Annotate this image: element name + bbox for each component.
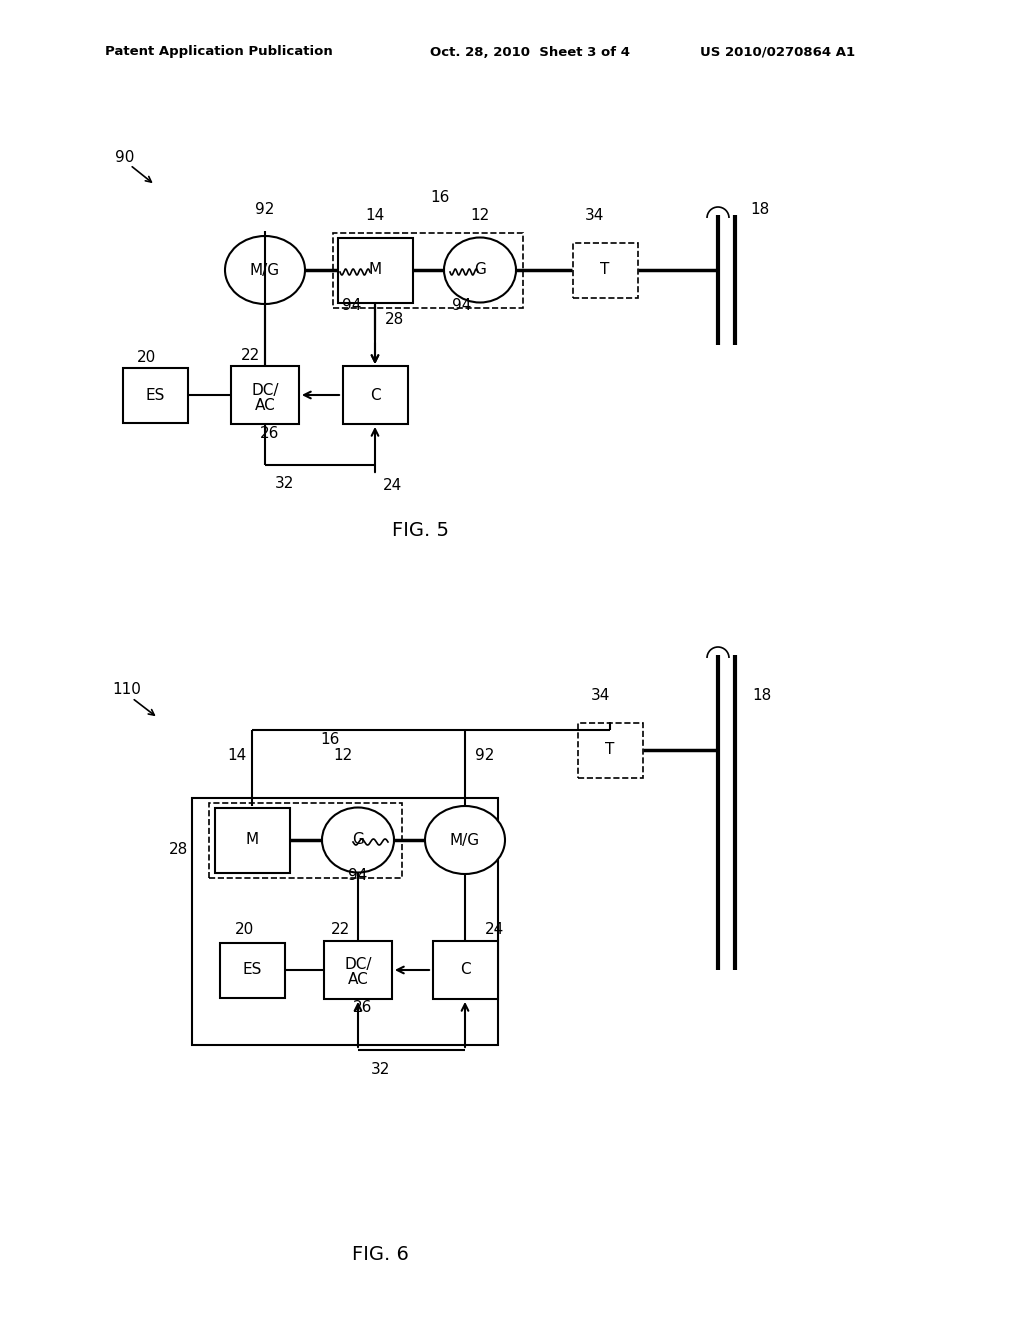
Text: 92: 92: [475, 747, 495, 763]
Bar: [193, 799, 498, 1045]
Bar: [338, 238, 413, 302]
Text: 94: 94: [342, 297, 361, 313]
Text: FIG. 5: FIG. 5: [391, 520, 449, 540]
Bar: [324, 941, 392, 999]
Text: 94: 94: [453, 297, 472, 313]
Bar: [333, 232, 522, 308]
Bar: [123, 367, 187, 422]
Text: 20: 20: [234, 923, 254, 937]
Text: 28: 28: [385, 313, 404, 327]
Text: 28: 28: [168, 842, 187, 858]
Text: M/G: M/G: [250, 263, 280, 277]
Bar: [219, 942, 285, 998]
Text: 12: 12: [334, 747, 352, 763]
Text: 22: 22: [331, 923, 349, 937]
Text: Patent Application Publication: Patent Application Publication: [105, 45, 333, 58]
Text: G: G: [352, 833, 364, 847]
Text: 14: 14: [227, 747, 247, 763]
Text: 24: 24: [383, 478, 402, 492]
Text: M: M: [246, 833, 259, 847]
Bar: [578, 722, 642, 777]
Text: DC/: DC/: [251, 383, 279, 397]
Ellipse shape: [425, 807, 505, 874]
Text: ES: ES: [145, 388, 165, 403]
Ellipse shape: [322, 808, 394, 873]
Text: AC: AC: [347, 973, 369, 987]
Ellipse shape: [444, 238, 516, 302]
Text: 94: 94: [348, 867, 368, 883]
Text: C: C: [370, 388, 380, 403]
Text: 34: 34: [590, 688, 609, 702]
Text: 32: 32: [371, 1063, 390, 1077]
Text: 110: 110: [112, 682, 141, 697]
Text: AC: AC: [255, 397, 275, 412]
Text: 18: 18: [753, 688, 772, 702]
Text: G: G: [474, 263, 486, 277]
Text: M/G: M/G: [450, 833, 480, 847]
Text: 24: 24: [485, 923, 505, 937]
Text: 26: 26: [260, 425, 280, 441]
Text: 14: 14: [366, 207, 385, 223]
Ellipse shape: [225, 236, 305, 304]
Text: 22: 22: [241, 347, 260, 363]
Bar: [432, 941, 498, 999]
Text: 32: 32: [275, 475, 295, 491]
Bar: [572, 243, 638, 297]
Text: 26: 26: [353, 1001, 373, 1015]
Text: T: T: [600, 263, 609, 277]
Text: ES: ES: [243, 962, 262, 978]
Text: C: C: [460, 962, 470, 978]
Text: T: T: [605, 742, 614, 758]
Text: 18: 18: [751, 202, 770, 218]
Text: US 2010/0270864 A1: US 2010/0270864 A1: [700, 45, 855, 58]
Bar: [231, 366, 299, 424]
Bar: [209, 803, 401, 878]
Text: M: M: [369, 263, 382, 277]
Text: 34: 34: [586, 207, 605, 223]
Text: 20: 20: [137, 350, 157, 364]
Text: 92: 92: [255, 202, 274, 218]
Text: 90: 90: [115, 150, 134, 165]
Text: DC/: DC/: [344, 957, 372, 973]
Text: 16: 16: [321, 733, 340, 747]
Text: 16: 16: [430, 190, 450, 206]
Bar: [214, 808, 290, 873]
Text: Oct. 28, 2010  Sheet 3 of 4: Oct. 28, 2010 Sheet 3 of 4: [430, 45, 630, 58]
Text: 12: 12: [470, 207, 489, 223]
Bar: [342, 366, 408, 424]
Text: FIG. 6: FIG. 6: [351, 1246, 409, 1265]
